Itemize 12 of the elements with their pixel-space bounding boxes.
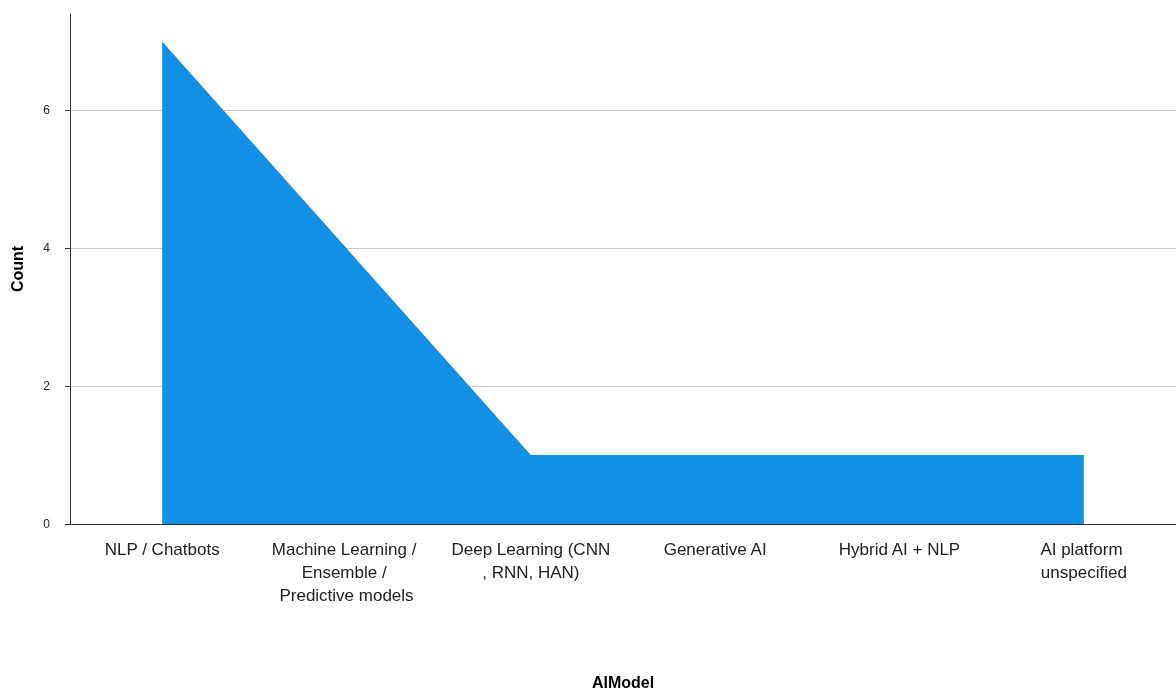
y-tick-label: 2	[43, 379, 51, 394]
x-tick-label: Generative AI	[663, 540, 767, 559]
y-tick-label: 6	[43, 103, 51, 118]
x-tick-label: Deep Learning (CNN, RNN, HAN)	[451, 540, 611, 582]
x-axis-title: AIModel	[591, 673, 655, 691]
x-tick-label: NLP / Chatbots	[104, 540, 220, 559]
x-tick-label: AI platform unspecified	[1040, 540, 1128, 582]
y-tick-label: 0	[43, 517, 51, 531]
x-tick-label: Machine Learning / Ensemble / Predictive models	[271, 540, 422, 605]
y-axis-title: Count	[8, 245, 26, 293]
y-tick-label: 4	[43, 241, 51, 256]
x-tick-label: Hybrid AI + NLP	[838, 540, 961, 559]
